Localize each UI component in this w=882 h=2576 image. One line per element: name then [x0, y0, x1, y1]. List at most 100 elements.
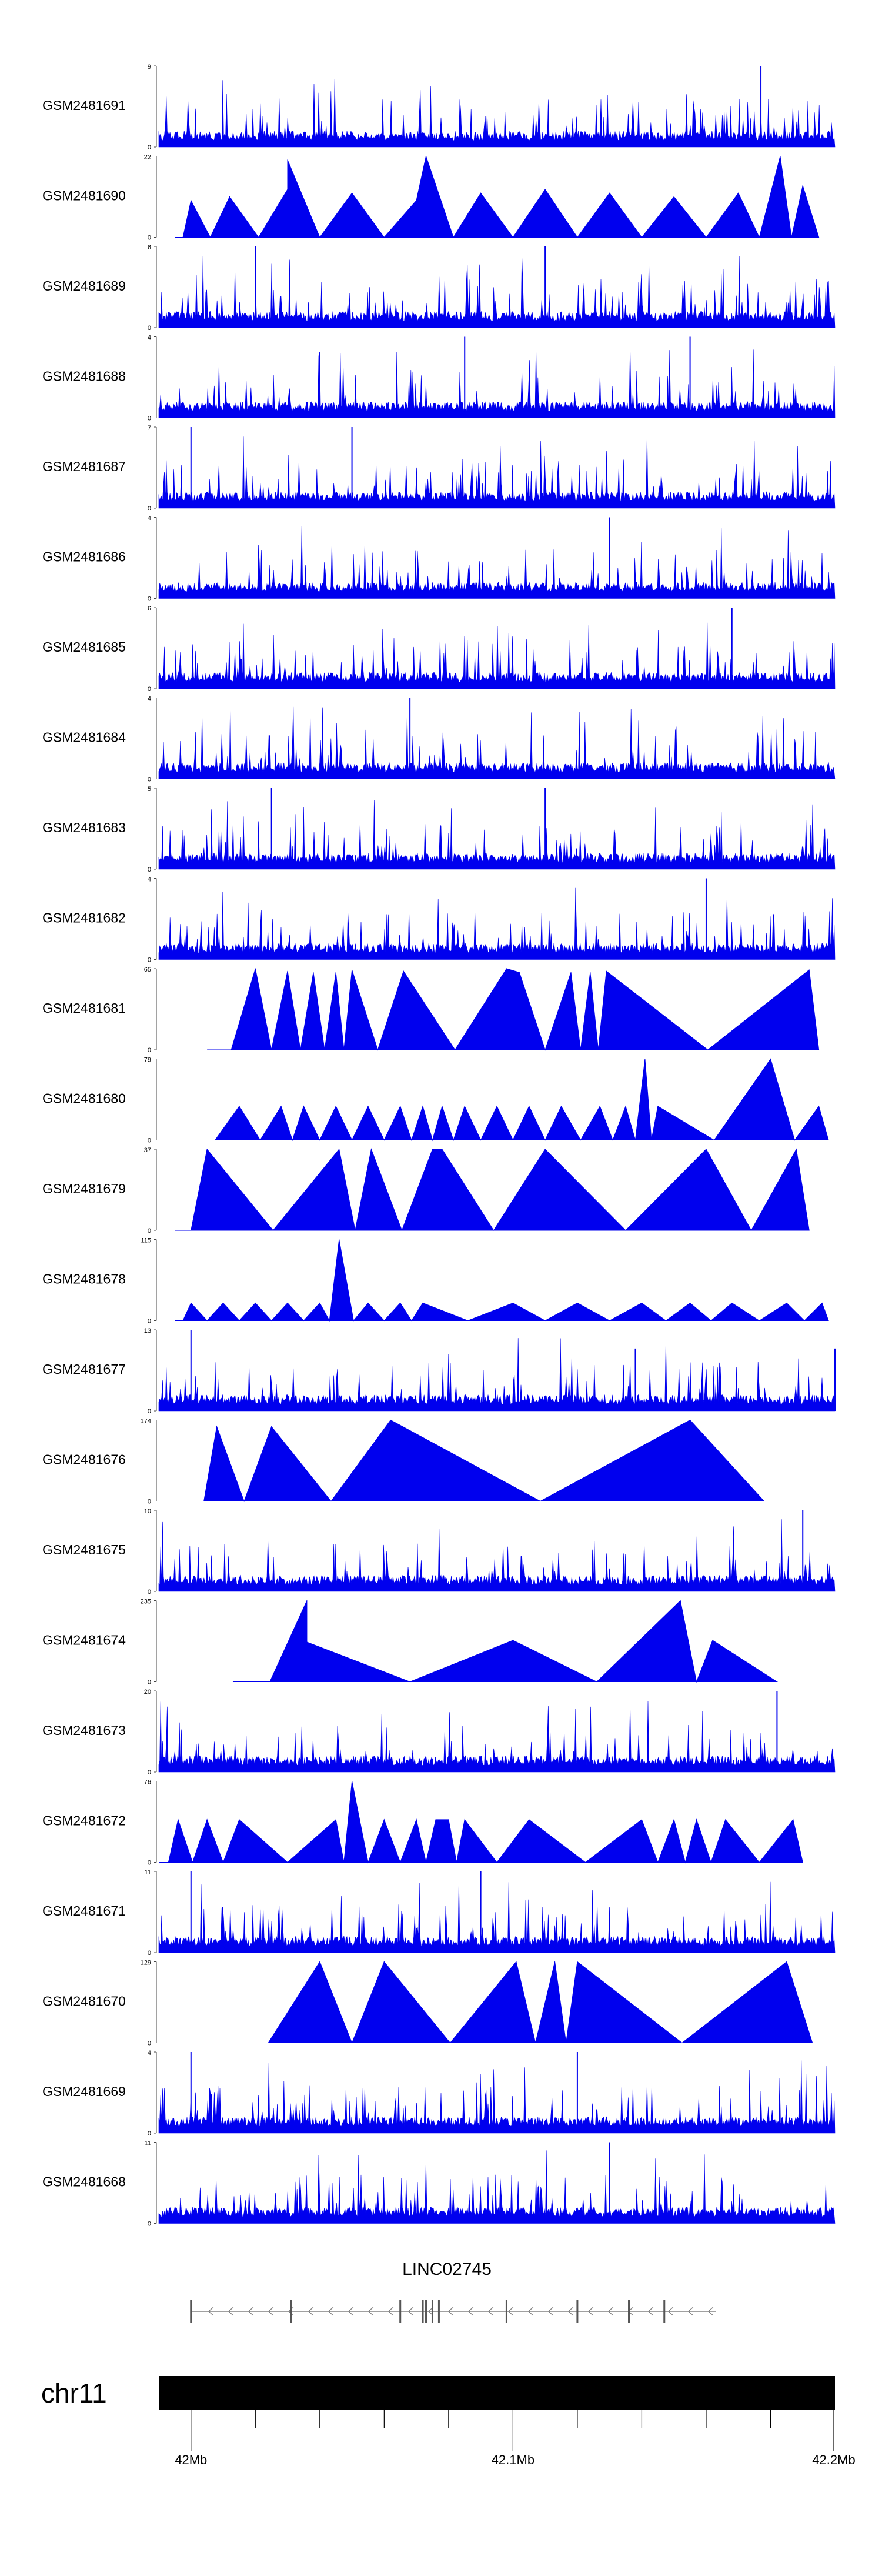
- track-label: GSM2481685: [42, 639, 126, 655]
- y-axis-zero-label: 0: [148, 144, 151, 151]
- strand-arrow-icon: [687, 2307, 694, 2316]
- y-axis-max-label: 10: [144, 1508, 151, 1515]
- track-GSM2481677: GSM2481677 13 0: [42, 1327, 836, 1415]
- y-axis-max-label: 6: [148, 605, 151, 612]
- y-axis-zero-label: 0: [148, 1408, 151, 1415]
- coverage-area: [191, 1058, 829, 1142]
- strand-arrow-icon: [407, 2307, 414, 2316]
- coverage-peak: [229, 196, 230, 197]
- track-GSM2481687: GSM2481687 7 0: [42, 425, 836, 512]
- coverage-peak: [786, 1961, 787, 1962]
- strand-arrow-icon: [288, 2307, 294, 2316]
- y-axis-zero-label: 0: [148, 1679, 151, 1686]
- strand-arrow-icon: [547, 2307, 554, 2316]
- y-axis-zero-label: 0: [148, 776, 151, 783]
- y-axis-zero-label: 0: [148, 1227, 151, 1234]
- track-label: GSM2481684: [42, 730, 126, 745]
- tick-label: 42.2Mb: [812, 2452, 855, 2467]
- strand-arrow-icon: [328, 2307, 334, 2316]
- track-GSM2481682: GSM2481682 4 0: [42, 876, 836, 964]
- y-axis-max-label: 4: [148, 335, 151, 342]
- coverage-peak: [554, 1961, 556, 1962]
- coverage-peak: [216, 1426, 218, 1427]
- track-label: GSM2481669: [42, 2084, 126, 2099]
- y-axis-max-label: 4: [148, 876, 151, 883]
- gene-exon: [422, 2300, 424, 2323]
- y-axis-zero-label: 0: [148, 957, 151, 964]
- strand-arrow-icon: [507, 2307, 514, 2316]
- coverage-area: [159, 1781, 803, 1864]
- y-axis-max-label: 11: [145, 2140, 151, 2147]
- coverage-area: [158, 1338, 836, 1412]
- coverage-area: [191, 1419, 765, 1502]
- track-label: GSM2481681: [42, 1000, 126, 1016]
- track-GSM2481686: GSM2481686 4 0: [42, 515, 836, 603]
- coverage-peak: [712, 1640, 713, 1641]
- y-axis-zero-label: 0: [148, 2040, 151, 2047]
- track-label: GSM2481689: [42, 278, 126, 293]
- track-GSM2481678: GSM2481678 115 0: [42, 1237, 829, 1325]
- coverage-peak: [519, 972, 520, 973]
- track-GSM2481671: GSM2481671 11 0: [42, 1869, 836, 1957]
- track-GSM2481675: GSM2481675 10 0: [42, 1508, 836, 1596]
- coverage-peak: [206, 1149, 208, 1150]
- coverage-peak: [403, 970, 404, 972]
- coverage-peak: [606, 970, 607, 972]
- y-axis-zero-label: 0: [148, 1047, 151, 1054]
- y-axis-zero-label: 0: [148, 1499, 151, 1506]
- strand-arrow-icon: [368, 2307, 374, 2316]
- coverage-peak: [432, 1149, 433, 1150]
- strand-arrow-icon: [248, 2307, 254, 2316]
- track-GSM2481683: GSM2481683 5 0: [42, 786, 836, 873]
- strand-arrow-icon: [567, 2307, 574, 2316]
- track-label: GSM2481686: [42, 549, 126, 565]
- coverage-area: [158, 800, 836, 870]
- y-axis-max-label: 20: [144, 1689, 151, 1696]
- coverage-peak: [306, 1641, 308, 1643]
- y-axis-max-label: 37: [144, 1147, 151, 1154]
- chromosome-ideogram: chr11 42Mb 42.1Mb 42.2Mb: [41, 2376, 856, 2467]
- strand-arrow-icon: [527, 2307, 534, 2316]
- track-GSM2481674: GSM2481674 235 0: [42, 1599, 779, 1686]
- y-axis-zero-label: 0: [148, 1318, 151, 1325]
- coverage-area: [158, 2150, 836, 2224]
- track-label: GSM2481676: [42, 1452, 126, 1467]
- strand-arrow-icon: [487, 2307, 494, 2316]
- tick-label: 42.1Mb: [492, 2452, 534, 2467]
- track-label: GSM2481688: [42, 369, 126, 384]
- coverage-area: [158, 1701, 836, 1773]
- track-GSM2481685: GSM2481685 6 0: [42, 605, 836, 693]
- y-axis-zero-label: 0: [148, 866, 151, 873]
- track-GSM2481670: GSM2481670 129 0: [42, 1960, 813, 2047]
- coverage-area: [158, 887, 836, 960]
- y-axis-max-label: 4: [148, 2050, 151, 2057]
- gene-exon: [663, 2300, 666, 2323]
- coverage-peak: [416, 1819, 417, 1820]
- y-axis-zero-label: 0: [148, 1769, 151, 1776]
- coverage-area: [158, 526, 836, 599]
- y-axis-zero-label: 0: [148, 235, 151, 242]
- y-axis-zero-label: 0: [148, 2130, 151, 2137]
- tick-label: 42Mb: [175, 2452, 207, 2467]
- y-axis-zero-label: 0: [148, 325, 151, 332]
- coverage-peak: [370, 1149, 372, 1150]
- coverage-area: [175, 1239, 829, 1322]
- coverage-peak: [448, 1819, 449, 1820]
- gene-annotation-track: LINC02745: [190, 2260, 716, 2323]
- strand-arrow-icon: [647, 2307, 654, 2316]
- coverage-peak: [306, 1600, 308, 1601]
- y-axis-max-label: 22: [144, 154, 151, 161]
- track-GSM2481669: GSM2481669 4 0: [42, 2050, 836, 2137]
- gene-exon: [399, 2300, 402, 2323]
- y-axis-max-label: 76: [144, 1779, 151, 1786]
- y-axis-max-label: 9: [148, 64, 151, 71]
- y-axis-max-label: 235: [141, 1599, 151, 1606]
- chromosome-label: chr11: [41, 2378, 107, 2408]
- gene-exon: [437, 2300, 440, 2323]
- y-axis-max-label: 65: [144, 966, 151, 973]
- coverage-area: [158, 2060, 836, 2134]
- coverage-area: [158, 622, 836, 689]
- y-axis-max-label: 7: [148, 425, 151, 432]
- coverage-area: [158, 1881, 836, 1953]
